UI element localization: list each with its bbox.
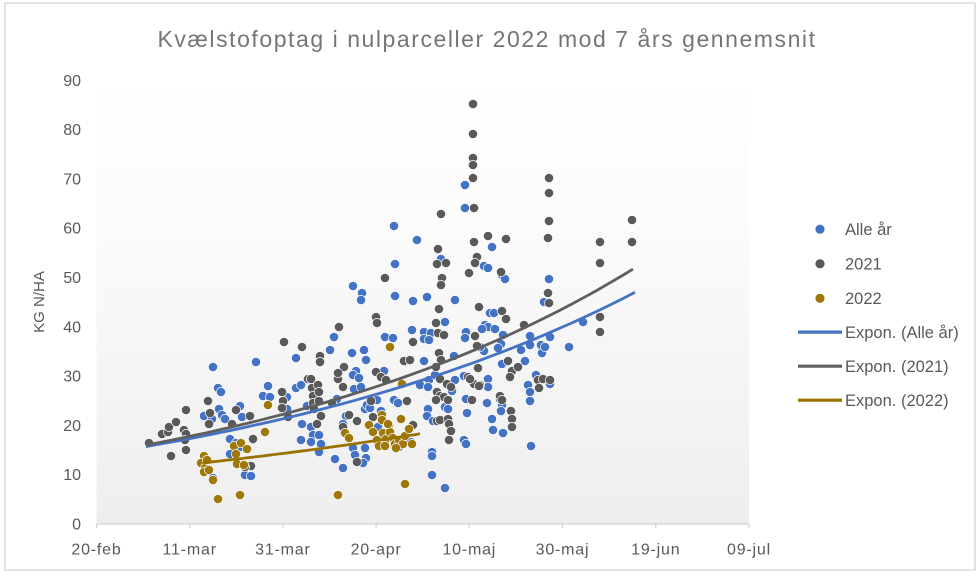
svg-text:0: 0 bbox=[72, 517, 81, 534]
svg-text:80: 80 bbox=[63, 122, 81, 139]
svg-text:Kvælstofoptag i nulparceller: Kvælstofoptag i nulparceller 2022 mod 7 … bbox=[157, 26, 816, 52]
svg-text:19-jun: 19-jun bbox=[631, 542, 680, 559]
svg-text:70: 70 bbox=[63, 171, 81, 188]
svg-text:Expon. (2022): Expon. (2022) bbox=[845, 392, 949, 410]
svg-text:90: 90 bbox=[63, 73, 81, 90]
svg-text:31-mar: 31-mar bbox=[255, 542, 310, 559]
svg-text:20: 20 bbox=[63, 418, 81, 435]
svg-text:2021: 2021 bbox=[845, 256, 882, 274]
svg-text:20-feb: 20-feb bbox=[71, 542, 121, 559]
svg-text:30-maj: 30-maj bbox=[536, 542, 590, 559]
svg-text:30: 30 bbox=[63, 369, 81, 386]
svg-text:10: 10 bbox=[63, 467, 81, 484]
svg-text:40: 40 bbox=[63, 319, 81, 336]
svg-text:09-jul: 09-jul bbox=[727, 542, 771, 559]
svg-text:10-maj: 10-maj bbox=[442, 542, 496, 559]
svg-text:Expon. (Alle år): Expon. (Alle år) bbox=[845, 324, 959, 342]
svg-text:60: 60 bbox=[63, 221, 81, 238]
svg-text:KG N/HA: KG N/HA bbox=[31, 271, 48, 333]
svg-text:20-apr: 20-apr bbox=[351, 542, 402, 559]
svg-text:50: 50 bbox=[63, 270, 81, 287]
svg-text:2022: 2022 bbox=[845, 290, 882, 308]
svg-text:Expon. (2021): Expon. (2021) bbox=[845, 358, 949, 376]
svg-text:Alle år: Alle år bbox=[845, 221, 892, 239]
svg-text:11-mar: 11-mar bbox=[163, 542, 217, 559]
